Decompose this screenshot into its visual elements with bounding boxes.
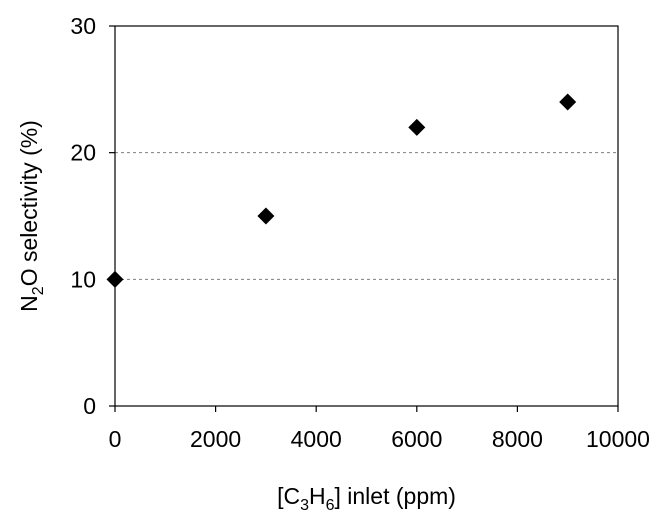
y-tick-label: 30 (70, 13, 96, 39)
data-point (559, 93, 577, 111)
gridlines (115, 152, 618, 280)
plot-area (114, 25, 619, 407)
x-tick-label: 8000 (492, 426, 543, 452)
x-tick-label: 2000 (190, 426, 241, 452)
data-point (408, 118, 426, 136)
x-tick-label: 0 (109, 426, 122, 452)
axis-ticks: 0 2000 4000 6000 8000 10000 0 10 20 30 (70, 13, 650, 452)
data-point (106, 270, 124, 288)
data-point (257, 207, 275, 225)
y-axis-label: N2O selectivity (%) (16, 120, 47, 312)
x-tick-label: 4000 (291, 426, 342, 452)
x-tick-label: 6000 (391, 426, 442, 452)
x-axis-label: [C3H6] inlet (ppm) (277, 483, 456, 514)
x-tick-label: 10000 (586, 426, 650, 452)
y-tick-label: 10 (70, 266, 96, 292)
y-tick-label: 20 (70, 140, 96, 166)
data-points (106, 93, 577, 288)
y-tick-label: 0 (83, 393, 96, 419)
